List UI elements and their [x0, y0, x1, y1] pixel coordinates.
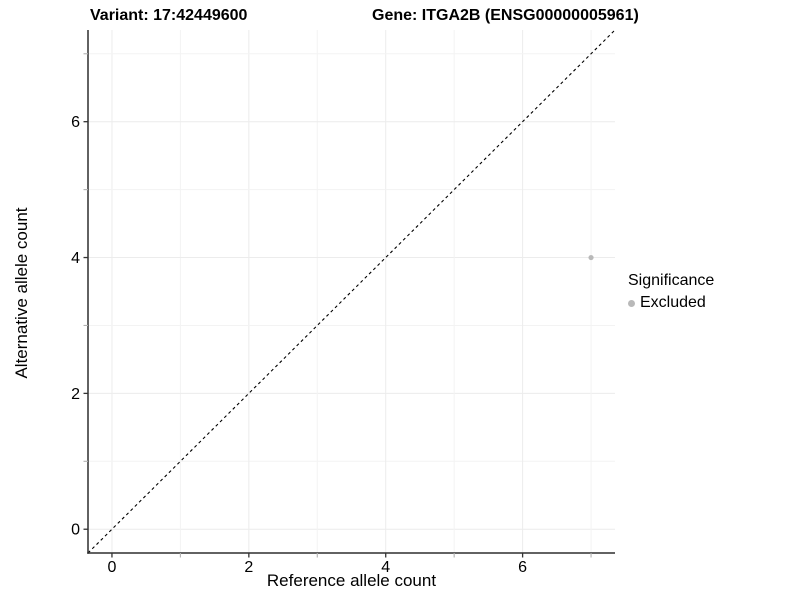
x-tick-label: 2	[244, 559, 253, 576]
data-point	[588, 254, 594, 261]
legend-key-dot	[628, 299, 635, 307]
plot-title-variant: Variant: 17:42449600	[90, 7, 248, 24]
y-axis-title: Alternative allele count	[12, 207, 31, 379]
x-tick-label: 0	[108, 559, 117, 576]
y-tick-label: 0	[71, 522, 80, 539]
x-tick-label: 6	[518, 559, 527, 576]
legend-item-excluded: Excluded	[628, 294, 714, 312]
y-tick-label: 6	[71, 114, 80, 131]
plot-title-gene: Gene: ITGA2B (ENSG00000005961)	[372, 7, 639, 24]
x-tick-label: 4	[381, 559, 390, 576]
identity-dashed-line	[87, 29, 616, 554]
x-axis-title: Reference allele count	[266, 571, 437, 590]
y-tick-label: 2	[71, 386, 80, 403]
legend-item-label: Excluded	[640, 294, 706, 311]
legend-title: Significance	[628, 272, 715, 289]
legend: Significance Excluded	[628, 272, 714, 312]
y-tick-label: 4	[71, 250, 80, 267]
